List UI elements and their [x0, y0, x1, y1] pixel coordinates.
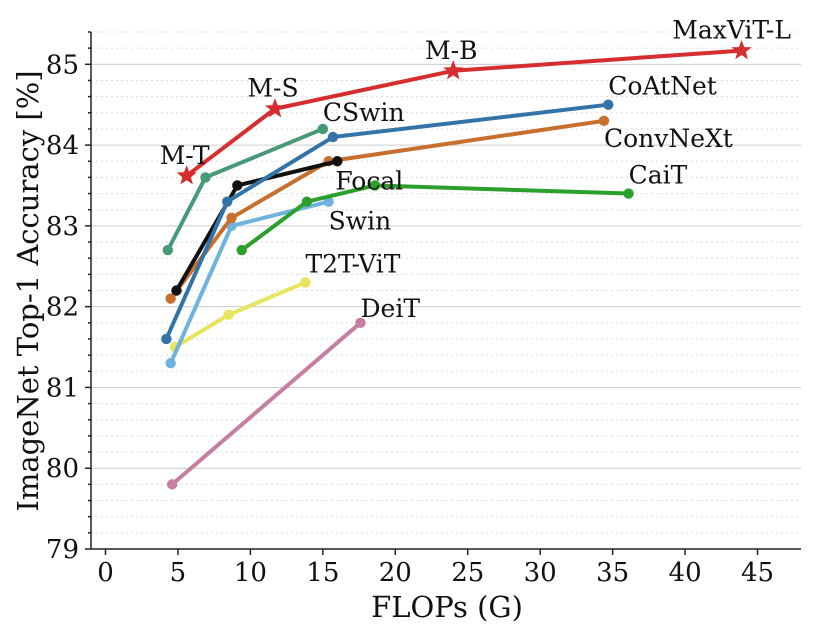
y-tick-label: 81: [46, 373, 79, 403]
series-label-focal: Focal: [335, 166, 403, 195]
series-line-coatnet: [164, 102, 611, 341]
data-point-star: [264, 98, 286, 118]
data-point: [603, 99, 614, 110]
data-point: [232, 180, 243, 191]
x-tick-label: 15: [306, 558, 339, 588]
data-point: [355, 317, 366, 329]
y-tick-label: 85: [46, 50, 79, 80]
y-tick-label: 84: [46, 131, 79, 161]
data-point-star: [731, 39, 752, 60]
series-label-coatnet: CoAtNet: [608, 72, 717, 101]
data-point: [317, 123, 329, 135]
y-tick-label: 79: [46, 535, 79, 565]
series-label-deit: DeiT: [361, 294, 421, 323]
series-maxvit: [176, 39, 752, 185]
data-point: [222, 196, 233, 207]
series-line-t2t-vit: [173, 280, 308, 350]
series-labels: DeiT T2T-ViT Swin CaiT ConvNeXt Focal CoAtNet C…: [160, 16, 791, 323]
data-point: [161, 333, 172, 345]
data-point: [166, 479, 178, 490]
x-tick-label: 0: [97, 558, 114, 588]
y-tick-label: 80: [46, 454, 79, 484]
x-tick-label: 20: [379, 558, 412, 588]
y-tick-label: 83: [46, 212, 79, 242]
x-tick-label: 25: [451, 558, 484, 588]
x-tick-label: 30: [524, 558, 557, 588]
data-point: [369, 180, 381, 191]
data-point: [327, 131, 339, 143]
data-point: [171, 285, 182, 296]
grid: [91, 31, 801, 534]
series-label-convnext: ConvNeXt: [604, 124, 733, 153]
series-focal: [171, 156, 343, 296]
axes: 79 80 81 82 83 84 85 0 5 10 15 20 25 30 35 40 45: [46, 31, 801, 588]
data-point: [200, 172, 211, 183]
x-tick-label: 45: [741, 558, 774, 588]
point-label-m-s: M-S: [247, 74, 298, 103]
data-point: [223, 309, 234, 320]
x-axis-title: FLOPs (G): [371, 590, 523, 624]
series-label-cait: CaiT: [629, 161, 688, 190]
data-point: [236, 244, 247, 256]
data-point: [598, 115, 610, 127]
x-tick-label: 10: [234, 558, 267, 588]
data-point: [165, 293, 176, 304]
data-point: [623, 188, 634, 199]
series-line-cait: [239, 183, 631, 253]
series-label-cswin: CSwin: [323, 98, 405, 127]
data-point: [332, 156, 343, 167]
series-deit: [166, 317, 366, 490]
data-point: [301, 196, 313, 207]
data-point: [300, 277, 311, 288]
x-tick-label: 5: [170, 558, 187, 588]
series-line-deit: [170, 320, 363, 487]
data-point: [162, 244, 173, 256]
point-label-m-b: M-B: [425, 36, 477, 65]
data-point: [165, 358, 176, 369]
series-coatnet: [161, 99, 614, 345]
point-label-maxvit-l: MaxViT-L: [672, 16, 791, 45]
series-group: [161, 39, 752, 490]
series-label-swin: Swin: [329, 207, 392, 236]
series-label-t2t-vit: T2T-ViT: [305, 249, 400, 278]
data-point-star: [443, 60, 464, 80]
y-axis-title: ImageNet Top-1 Accuracy [%]: [11, 70, 45, 511]
series-line-maxvit: [184, 48, 744, 178]
series-cait: [236, 180, 634, 256]
series-cswin: [162, 123, 329, 256]
data-point: [226, 212, 237, 223]
x-tick-label: 40: [669, 558, 702, 588]
data-point-star: [176, 165, 197, 185]
x-tick-label: 35: [596, 558, 629, 588]
point-label-m-t: M-T: [160, 141, 210, 170]
y-tick-label: 82: [46, 293, 79, 323]
